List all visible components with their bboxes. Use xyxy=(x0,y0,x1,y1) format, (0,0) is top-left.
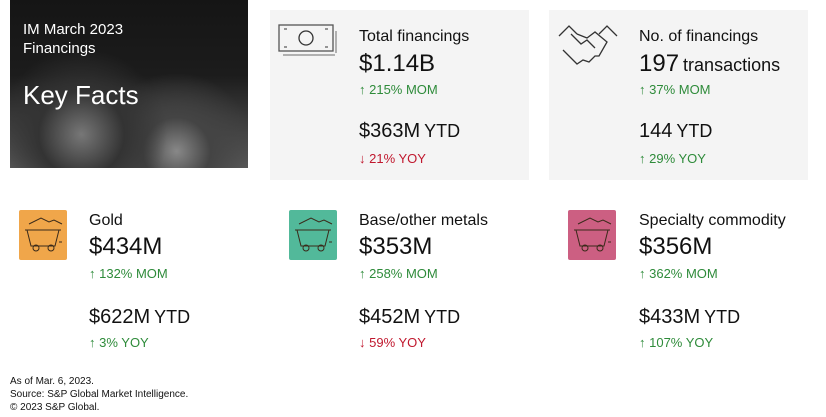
mom-change: ↑ 258% MOM xyxy=(359,266,438,281)
ytd-unit: YTD xyxy=(154,307,191,327)
ytd-amount: $363M xyxy=(359,120,421,142)
as-of-note: As of Mar. 6, 2023. xyxy=(10,376,94,387)
ytd-unit: YTD xyxy=(424,121,461,141)
ytd-unit: YTD xyxy=(704,307,741,327)
header-subtitle: IM March 2023 Financings xyxy=(23,20,123,58)
commodity-value: $356M xyxy=(639,233,713,260)
card-value: 197 transactions xyxy=(639,50,780,78)
copyright-note: © 2023 S&P Global. xyxy=(10,402,100,413)
card-label: Total financings xyxy=(359,28,470,45)
mom-change: ↑ 362% MOM xyxy=(639,266,718,281)
ytd-amount: $433M xyxy=(639,306,701,328)
ytd-amount: 144 xyxy=(639,120,673,142)
ytd-unit: YTD xyxy=(676,121,713,141)
commodity-value: $353M xyxy=(359,233,433,260)
ytd-value: $363M YTD xyxy=(359,120,460,143)
yoy-change: ↓ 21% YOY xyxy=(359,151,426,166)
card-value: $1.14B xyxy=(359,50,436,77)
source-note: Source: S&P Global Market Intelligence. xyxy=(10,389,189,400)
ytd-amount: $452M xyxy=(359,306,421,328)
ytd-value: 144 YTD xyxy=(639,120,712,143)
mom-change: ↑ 215% MOM xyxy=(359,82,438,97)
commodity-label: Gold xyxy=(89,212,123,229)
ytd-value: $622M YTD xyxy=(89,306,190,329)
commodity-label: Specialty commodity xyxy=(639,212,786,229)
count-unit: transactions xyxy=(683,55,781,75)
mom-change: ↑ 37% MOM xyxy=(639,82,711,97)
banknote-icon xyxy=(278,24,337,56)
card-label: No. of financings xyxy=(639,28,759,45)
ytd-value: $452M YTD xyxy=(359,306,460,329)
mine-cart-icon xyxy=(289,210,337,260)
subtitle-line: IM March 2023 xyxy=(23,21,124,38)
mom-change: ↑ 132% MOM xyxy=(89,266,168,281)
ytd-amount: $622M xyxy=(89,306,151,328)
mine-cart-icon xyxy=(568,210,616,260)
total-financings-card: Total financings $1.14B ↑ 215% MOM $363M… xyxy=(270,10,529,180)
subtitle-line: Financings xyxy=(23,40,96,57)
yoy-change: ↑ 29% YOY xyxy=(639,151,706,166)
footer-notes: As of Mar. 6, 2023. Source: S&P Global M… xyxy=(10,375,188,414)
commodity-label: Base/other metals xyxy=(359,212,488,229)
commodity-value: $434M xyxy=(89,233,163,260)
ytd-value: $433M YTD xyxy=(639,306,740,329)
page-title: Key Facts xyxy=(23,80,139,110)
number-financings-card: No. of financings 197 transactions ↑ 37% … xyxy=(549,10,808,180)
yoy-change: ↑ 107% YOY xyxy=(639,335,714,350)
handshake-icon xyxy=(558,25,618,65)
ytd-unit: YTD xyxy=(424,307,461,327)
yoy-change: ↓ 59% YOY xyxy=(359,335,426,350)
mine-cart-icon xyxy=(19,210,67,260)
yoy-change: ↑ 3% YOY xyxy=(89,335,149,350)
header-banner: IM March 2023 Financings Key Facts xyxy=(10,0,248,168)
count: 197 xyxy=(639,50,680,77)
